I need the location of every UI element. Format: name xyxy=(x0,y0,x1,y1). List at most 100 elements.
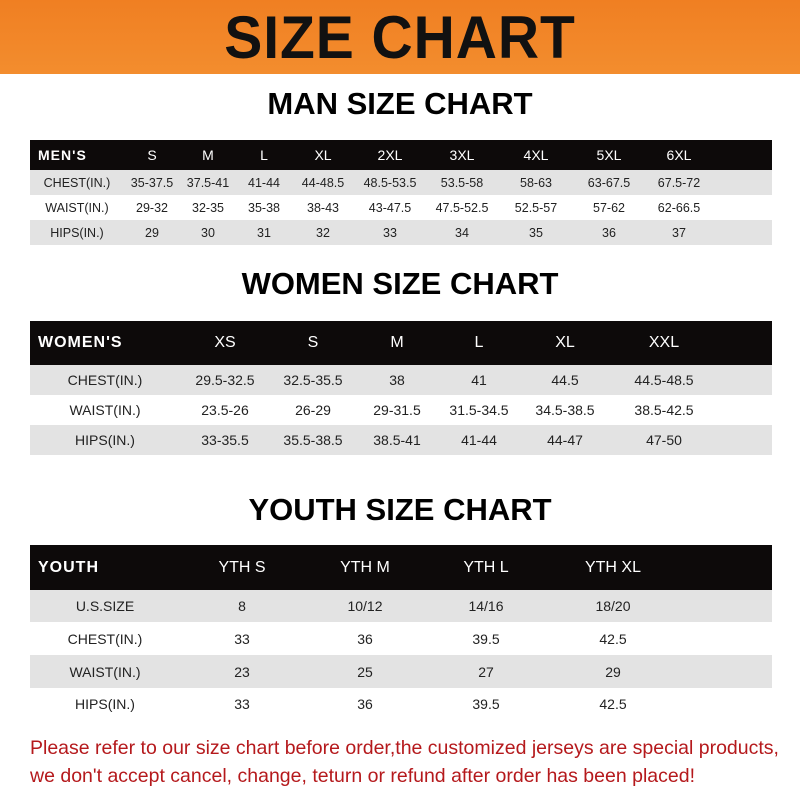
measurement-cell: 23.5-26 xyxy=(180,395,270,425)
size-header-cell: YTH S xyxy=(180,545,304,590)
banner-title: SIZE CHART xyxy=(224,3,576,71)
measurement-cell: 32 xyxy=(292,220,354,245)
measurement-cell: 63-67.5 xyxy=(574,170,644,195)
table-row: CHEST(IN.) 33 36 39.5 42.5 xyxy=(30,622,772,655)
size-header-cell: 5XL xyxy=(574,140,644,170)
table-row: WAIST(IN.) 23 25 27 29 xyxy=(30,655,772,688)
row-label: WAIST(IN.) xyxy=(30,655,180,688)
youth-header-row: YOUTH YTH S YTH M YTH L YTH XL xyxy=(30,545,772,590)
measurement-cell: 38 xyxy=(356,365,438,395)
measurement-cell: 23 xyxy=(180,655,304,688)
measurement-cell: 62-66.5 xyxy=(644,195,714,220)
measurement-cell: 32.5-35.5 xyxy=(270,365,356,395)
table-row: HIPS(IN.) 29 30 31 32 33 34 35 36 37 xyxy=(30,220,772,245)
row-label: CHEST(IN.) xyxy=(30,622,180,655)
measurement-cell: 10/12 xyxy=(304,590,426,622)
size-header-cell: XL xyxy=(292,140,354,170)
measurement-cell: 33-35.5 xyxy=(180,425,270,455)
measurement-cell: 41 xyxy=(438,365,520,395)
measurement-cell: 41-44 xyxy=(438,425,520,455)
row-label: WAIST(IN.) xyxy=(30,195,124,220)
size-header-cell: XS xyxy=(180,321,270,365)
empty-cell xyxy=(680,590,772,622)
measurement-cell: 58-63 xyxy=(498,170,574,195)
empty-cell xyxy=(714,220,772,245)
table-row: CHEST(IN.) 35-37.5 37.5-41 41-44 44-48.5 48.5… xyxy=(30,170,772,195)
empty-cell xyxy=(718,365,772,395)
measurement-cell: 36 xyxy=(574,220,644,245)
row-label: CHEST(IN.) xyxy=(30,365,180,395)
measurement-cell: 36 xyxy=(304,622,426,655)
measurement-cell: 48.5-53.5 xyxy=(354,170,426,195)
measurement-cell: 47-50 xyxy=(610,425,718,455)
size-header-cell: XL xyxy=(520,321,610,365)
empty-cell xyxy=(718,321,772,365)
table-row: CHEST(IN.) 29.5-32.5 32.5-35.5 38 41 44.5 44.5… xyxy=(30,365,772,395)
size-header-cell: YTH M xyxy=(304,545,426,590)
measurement-cell: 33 xyxy=(180,688,304,720)
empty-cell xyxy=(680,655,772,688)
empty-cell xyxy=(680,622,772,655)
measurement-cell: 31.5-34.5 xyxy=(438,395,520,425)
table-row: WAIST(IN.) 29-32 32-35 35-38 38-43 43-47.5 47.… xyxy=(30,195,772,220)
measurement-cell: 33 xyxy=(354,220,426,245)
measurement-cell: 35-38 xyxy=(236,195,292,220)
measurement-cell: 53.5-58 xyxy=(426,170,498,195)
empty-cell xyxy=(680,545,772,590)
measurement-cell: 29 xyxy=(546,655,680,688)
measurement-cell: 38-43 xyxy=(292,195,354,220)
measurement-cell: 35.5-38.5 xyxy=(270,425,356,455)
measurement-cell: 32-35 xyxy=(180,195,236,220)
measurement-cell: 33 xyxy=(180,622,304,655)
measurement-cell: 39.5 xyxy=(426,622,546,655)
women-size-table: WOMEN'S XS S M L XL XXL CHEST(IN.) 29.5-32.5 32.5… xyxy=(30,321,772,455)
measurement-cell: 42.5 xyxy=(546,688,680,720)
measurement-cell: 57-62 xyxy=(574,195,644,220)
row-label: CHEST(IN.) xyxy=(30,170,124,195)
measurement-cell: 29 xyxy=(124,220,180,245)
row-label: U.S.SIZE xyxy=(30,590,180,622)
size-header-cell: XXL xyxy=(610,321,718,365)
disclaimer-line-2: we don't accept cancel, change, teturn o… xyxy=(30,765,695,787)
row-label: WAIST(IN.) xyxy=(30,395,180,425)
size-header-cell: L xyxy=(438,321,520,365)
measurement-cell: 31 xyxy=(236,220,292,245)
measurement-cell: 29.5-32.5 xyxy=(180,365,270,395)
women-header-row: WOMEN'S XS S M L XL XXL xyxy=(30,321,772,365)
table-title-cell: MEN'S xyxy=(30,140,124,170)
banner: SIZE CHART xyxy=(0,0,800,74)
men-header-row: MEN'S S M L XL 2XL 3XL 4XL 5XL 6XL xyxy=(30,140,772,170)
size-header-cell: YTH XL xyxy=(546,545,680,590)
women-title: WOMEN SIZE CHART xyxy=(241,266,559,301)
measurement-cell: 29-32 xyxy=(124,195,180,220)
measurement-cell: 67.5-72 xyxy=(644,170,714,195)
men-title: MAN SIZE CHART xyxy=(267,86,533,121)
measurement-cell: 35 xyxy=(498,220,574,245)
measurement-cell: 18/20 xyxy=(546,590,680,622)
size-header-cell: M xyxy=(180,140,236,170)
size-header-cell: 6XL xyxy=(644,140,714,170)
disclaimer-note: Please refer to our size chart before or… xyxy=(30,734,790,790)
table-title-cell: WOMEN'S xyxy=(30,321,180,365)
table-row: U.S.SIZE 8 10/12 14/16 18/20 xyxy=(30,590,772,622)
row-label: HIPS(IN.) xyxy=(30,425,180,455)
measurement-cell: 41-44 xyxy=(236,170,292,195)
measurement-cell: 37.5-41 xyxy=(180,170,236,195)
measurement-cell: 39.5 xyxy=(426,688,546,720)
size-header-cell: S xyxy=(124,140,180,170)
row-label: HIPS(IN.) xyxy=(30,220,124,245)
size-header-cell: 3XL xyxy=(426,140,498,170)
size-header-cell: 4XL xyxy=(498,140,574,170)
table-row: WAIST(IN.) 23.5-26 26-29 29-31.5 31.5-34.5 34… xyxy=(30,395,772,425)
size-header-cell: 2XL xyxy=(354,140,426,170)
measurement-cell: 37 xyxy=(644,220,714,245)
size-header-cell: M xyxy=(356,321,438,365)
measurement-cell: 38.5-41 xyxy=(356,425,438,455)
measurement-cell: 26-29 xyxy=(270,395,356,425)
disclaimer-line-1: Please refer to our size chart before or… xyxy=(30,737,779,759)
youth-size-table: YOUTH YTH S YTH M YTH L YTH XL U.S.SIZE 8 10/12… xyxy=(30,545,772,720)
size-header-cell: S xyxy=(270,321,356,365)
table-row: HIPS(IN.) 33-35.5 35.5-38.5 38.5-41 41-44 44-… xyxy=(30,425,772,455)
measurement-cell: 25 xyxy=(304,655,426,688)
empty-cell xyxy=(714,195,772,220)
